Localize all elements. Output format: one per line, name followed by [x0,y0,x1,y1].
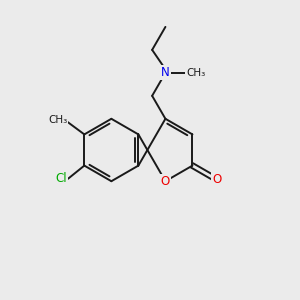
Text: CH₃: CH₃ [186,68,205,78]
Text: N: N [161,66,170,79]
Text: O: O [161,175,170,188]
Text: Cl: Cl [56,172,67,185]
Text: CH₃: CH₃ [48,116,67,125]
Text: O: O [212,173,221,186]
